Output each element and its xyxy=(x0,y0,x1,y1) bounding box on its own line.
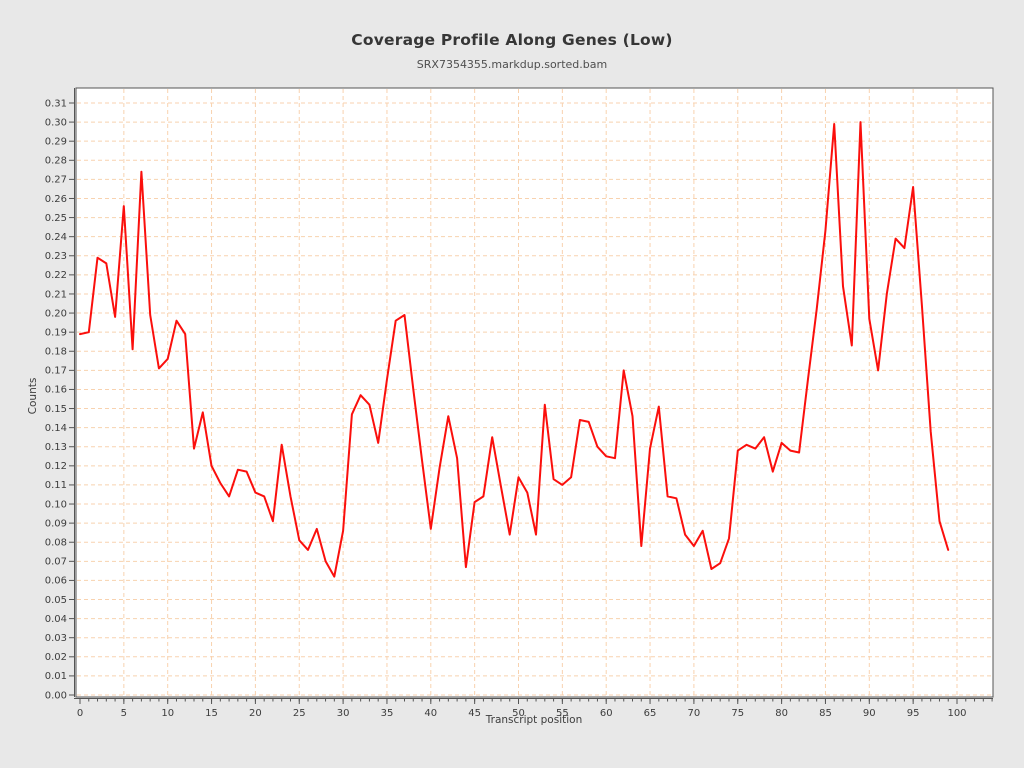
y-tick-label: 0.11 xyxy=(45,480,67,491)
plot-frame xyxy=(75,87,994,698)
chart-subtitle: SRX7354355.markdup.sorted.bam xyxy=(416,58,608,71)
y-tick-label: 0.21 xyxy=(45,289,67,300)
y-tick-label: 0.00 xyxy=(45,690,67,701)
y-tick-label: 0.06 xyxy=(45,576,67,587)
x-tick-label: 25 xyxy=(293,708,306,719)
y-tick-label: 0.03 xyxy=(45,633,67,644)
x-tick-label: 5 xyxy=(121,708,127,719)
y-tick-label: 0.26 xyxy=(45,194,67,205)
y-tick-label: 0.17 xyxy=(45,366,67,377)
y-tick-label: 0.05 xyxy=(45,595,67,606)
y-tick-label: 0.29 xyxy=(45,136,67,147)
y-axis-ticks xyxy=(69,102,75,696)
x-axis-title: Transcript position xyxy=(485,714,582,726)
x-tick-label: 75 xyxy=(731,708,744,719)
x-tick-label: 35 xyxy=(381,708,394,719)
y-tick-label: 0.15 xyxy=(45,404,67,415)
y-tick-label: 0.12 xyxy=(45,461,67,472)
vertical-gridlines xyxy=(123,89,958,696)
y-tick-label: 0.24 xyxy=(45,232,67,243)
x-tick-label: 65 xyxy=(644,708,657,719)
x-tick-label: 80 xyxy=(775,708,788,719)
horizontal-gridlines xyxy=(77,102,992,696)
y-tick-label: 0.07 xyxy=(45,557,67,568)
y-tick-label: 0.18 xyxy=(45,347,67,358)
x-tick-label: 10 xyxy=(161,708,174,719)
x-tick-label: 30 xyxy=(337,708,350,719)
y-tick-label: 0.08 xyxy=(45,538,67,549)
y-tick-label: 0.16 xyxy=(45,385,67,396)
y-tick-label: 0.23 xyxy=(45,251,67,262)
y-tick-label: 0.20 xyxy=(45,308,67,319)
y-tick-label: 0.22 xyxy=(45,270,67,281)
y-tick-label: 0.25 xyxy=(45,213,67,224)
x-tick-label: 55 xyxy=(556,708,569,719)
x-tick-label: 50 xyxy=(512,708,525,719)
x-tick-labels: 0 5 10 15 20 25 30 35 40 45 50 55 60 65 70 75 80 85 90 95 10… xyxy=(77,708,967,719)
x-tick-label: 60 xyxy=(600,708,613,719)
x-tick-label: 100 xyxy=(947,708,966,719)
y-tick-labels: 0.00 0.01 0.02 0.03 0.04 0.05 0.06 0.07 0.08 0.09… xyxy=(45,98,67,701)
y-tick-label: 0.30 xyxy=(45,117,67,128)
x-tick-label: 85 xyxy=(819,708,832,719)
y-tick-label: 0.01 xyxy=(45,671,67,682)
y-tick-label: 0.27 xyxy=(45,175,67,186)
y-tick-label: 0.28 xyxy=(45,156,67,167)
y-tick-label: 0.09 xyxy=(45,518,67,529)
y-tick-label: 0.19 xyxy=(45,327,67,338)
y-tick-label: 0.13 xyxy=(45,442,67,453)
x-tick-label: 70 xyxy=(688,708,701,719)
x-tick-label: 15 xyxy=(205,708,218,719)
x-tick-label: 40 xyxy=(424,708,437,719)
chart-title: Coverage Profile Along Genes (Low) xyxy=(351,31,673,49)
x-tick-label: 0 xyxy=(77,708,83,719)
plot-area xyxy=(76,88,993,697)
x-tick-label: 95 xyxy=(907,708,920,719)
y-tick-label: 0.02 xyxy=(45,652,67,663)
x-tick-label: 45 xyxy=(468,708,481,719)
y-tick-label: 0.04 xyxy=(45,614,67,625)
y-axis-title: Counts xyxy=(27,378,39,415)
y-tick-label: 0.14 xyxy=(45,423,67,434)
y-tick-label: 0.31 xyxy=(45,98,67,109)
x-tick-label: 20 xyxy=(249,708,262,719)
coverage-series-line xyxy=(79,121,950,578)
x-axis-ticks xyxy=(79,698,993,704)
x-tick-label: 90 xyxy=(863,708,876,719)
y-tick-label: 0.10 xyxy=(45,499,67,510)
